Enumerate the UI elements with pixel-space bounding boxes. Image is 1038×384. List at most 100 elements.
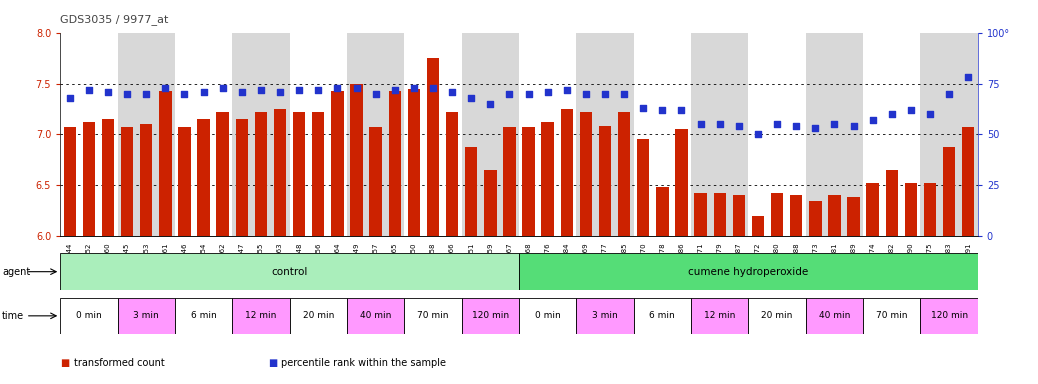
Bar: [405, 33, 462, 236]
Point: [558, 86, 575, 93]
Bar: [174, 298, 233, 334]
Point: [845, 123, 862, 129]
Bar: [867, 183, 879, 236]
Point: [367, 91, 384, 97]
Bar: [733, 195, 745, 236]
Bar: [691, 33, 748, 236]
Text: 70 min: 70 min: [417, 311, 448, 320]
Bar: [233, 298, 290, 334]
Bar: [427, 58, 439, 236]
Bar: [290, 33, 347, 236]
Bar: [637, 139, 650, 236]
Point: [711, 121, 728, 127]
Bar: [805, 33, 864, 236]
Point: [654, 107, 671, 113]
Bar: [809, 200, 821, 236]
Bar: [694, 194, 707, 236]
Point: [444, 89, 461, 95]
Point: [674, 107, 690, 113]
Bar: [522, 127, 535, 236]
Bar: [274, 109, 286, 236]
Text: 70 min: 70 min: [876, 311, 907, 320]
Bar: [117, 33, 174, 236]
Bar: [462, 298, 519, 334]
Bar: [790, 195, 802, 236]
Text: transformed count: transformed count: [74, 358, 164, 368]
Text: 12 min: 12 min: [704, 311, 735, 320]
Point: [520, 91, 537, 97]
Bar: [503, 127, 516, 236]
Point: [61, 95, 78, 101]
Bar: [561, 109, 573, 236]
Point: [425, 84, 441, 91]
Point: [616, 91, 632, 97]
Bar: [748, 33, 805, 236]
Text: 0 min: 0 min: [535, 311, 561, 320]
Point: [865, 117, 881, 123]
Bar: [462, 33, 519, 236]
Text: 6 min: 6 min: [191, 311, 217, 320]
Bar: [174, 33, 233, 236]
Text: 20 min: 20 min: [762, 311, 793, 320]
Point: [692, 121, 709, 127]
Bar: [347, 298, 404, 334]
Bar: [633, 33, 691, 236]
Text: 40 min: 40 min: [360, 311, 391, 320]
Bar: [863, 298, 921, 334]
Point: [310, 86, 327, 93]
Bar: [618, 112, 630, 236]
Bar: [331, 91, 344, 236]
Bar: [771, 194, 784, 236]
Bar: [921, 298, 978, 334]
Text: GDS3035 / 9977_at: GDS3035 / 9977_at: [60, 14, 168, 25]
Text: agent: agent: [2, 266, 30, 277]
Bar: [576, 298, 633, 334]
Bar: [579, 112, 592, 236]
Text: percentile rank within the sample: percentile rank within the sample: [281, 358, 446, 368]
Point: [769, 121, 786, 127]
Point: [903, 107, 920, 113]
Bar: [102, 119, 114, 236]
Bar: [542, 122, 554, 236]
Bar: [519, 253, 978, 290]
Text: control: control: [271, 266, 308, 277]
Bar: [691, 298, 748, 334]
Bar: [633, 298, 691, 334]
Point: [215, 84, 231, 91]
Bar: [576, 33, 633, 236]
Point: [788, 123, 804, 129]
Point: [176, 91, 193, 97]
Point: [807, 125, 823, 131]
Bar: [847, 197, 859, 236]
Bar: [347, 33, 405, 236]
Bar: [752, 216, 764, 236]
Point: [501, 91, 518, 97]
Bar: [484, 170, 496, 236]
Text: 120 min: 120 min: [930, 311, 967, 320]
Bar: [519, 33, 576, 236]
Bar: [140, 124, 153, 236]
Bar: [921, 33, 978, 236]
Bar: [388, 91, 401, 236]
Point: [635, 105, 652, 111]
Bar: [293, 112, 305, 236]
Bar: [828, 195, 841, 236]
Text: time: time: [2, 311, 24, 321]
Point: [81, 86, 98, 93]
Point: [922, 111, 938, 117]
Bar: [943, 147, 955, 236]
Bar: [197, 119, 210, 236]
Text: 20 min: 20 min: [303, 311, 334, 320]
Point: [482, 101, 498, 107]
Bar: [60, 298, 117, 334]
Point: [883, 111, 900, 117]
Point: [406, 84, 422, 91]
Bar: [120, 127, 133, 236]
Bar: [236, 119, 248, 236]
Bar: [599, 126, 611, 236]
Bar: [446, 112, 459, 236]
Bar: [924, 183, 936, 236]
Bar: [962, 127, 975, 236]
Bar: [312, 112, 325, 236]
Bar: [217, 112, 229, 236]
